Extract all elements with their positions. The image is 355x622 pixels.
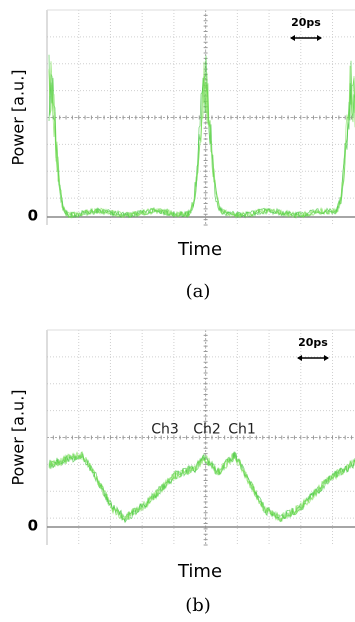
y-axis-label: Power [a.u.] bbox=[9, 69, 28, 165]
panel-a: 20ps Power [a.u.] 0 Time (a) bbox=[9, 10, 355, 302]
x-axis-label: Time bbox=[177, 239, 222, 260]
zero-label: 0 bbox=[28, 517, 38, 535]
caption: (b) bbox=[185, 595, 211, 616]
caption: (a) bbox=[186, 281, 211, 302]
scale-label: 20ps bbox=[291, 16, 321, 29]
channel-label: Ch3 bbox=[151, 422, 179, 438]
scale-label: 20ps bbox=[298, 336, 328, 349]
channel-label: Ch2 bbox=[193, 422, 221, 438]
channel-label: Ch1 bbox=[228, 422, 256, 438]
figure: 20ps Power [a.u.] 0 Time (a) Ch3 Ch2 Ch1 20ps Po… bbox=[0, 0, 355, 618]
zero-label: 0 bbox=[28, 207, 38, 225]
x-axis-label: Time bbox=[177, 561, 222, 582]
y-axis-label: Power [a.u.] bbox=[9, 389, 28, 485]
panel-b: Ch3 Ch2 Ch1 20ps Power [a.u.] 0 Time (b) bbox=[9, 330, 355, 616]
